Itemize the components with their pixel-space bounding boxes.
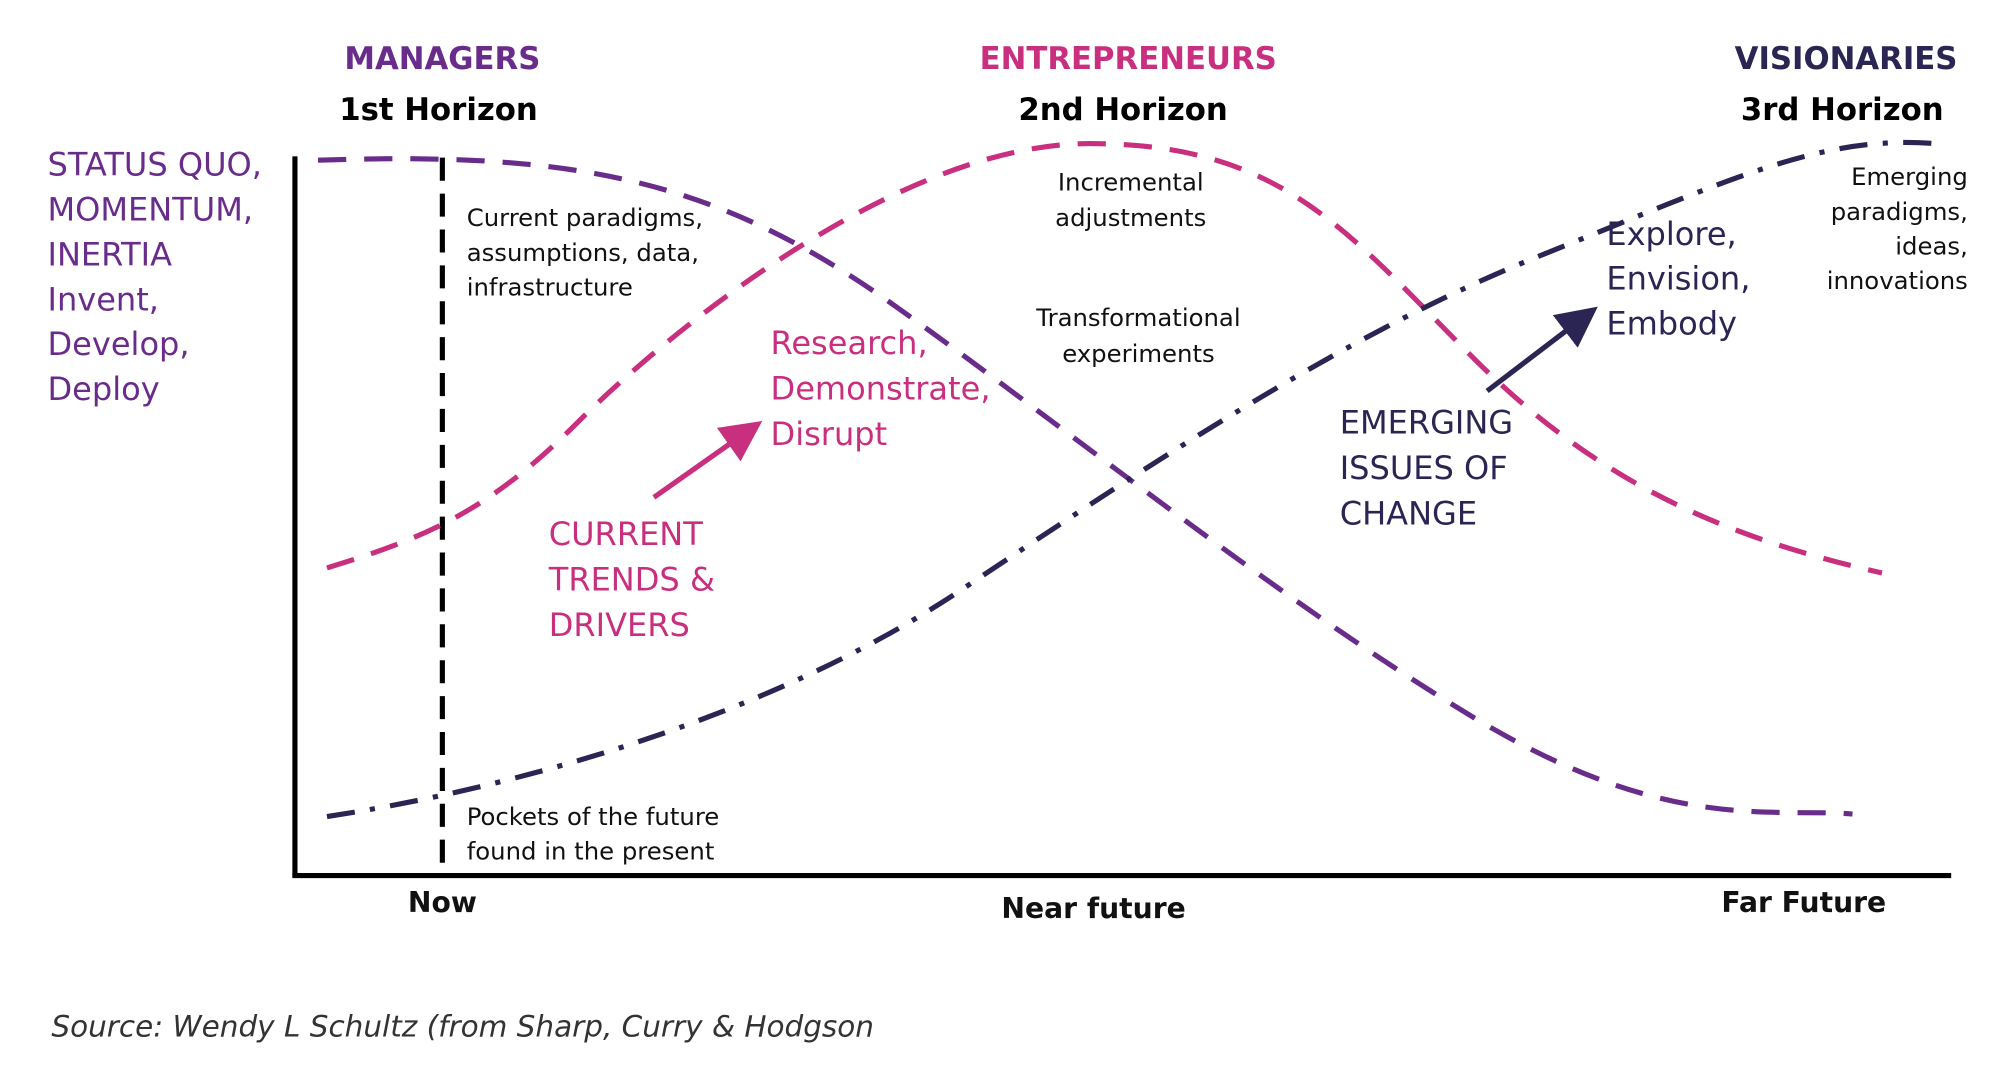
annotation-line: Incremental xyxy=(1058,167,1204,196)
annotation-line: CHANGE xyxy=(1340,494,1477,532)
annotation-line: Disrupt xyxy=(771,415,888,453)
annotation-line: CURRENT xyxy=(549,515,704,553)
horizon: 3rd Horizon xyxy=(1741,92,1944,128)
annotation-line: Invent, xyxy=(48,280,159,318)
annotation-line: found in the present xyxy=(467,836,715,865)
annotation-line: Research, xyxy=(771,324,928,362)
horizon-2-curve xyxy=(326,141,1883,576)
horizon-1-curve xyxy=(317,156,1853,817)
annotation-line: MOMENTUM, xyxy=(48,191,254,229)
annotation-line: ISSUES OF xyxy=(1340,449,1508,487)
role: ENTREPRENEURS xyxy=(980,41,1277,77)
trend-arrow xyxy=(652,420,763,500)
annotation-line: Deploy xyxy=(48,370,160,408)
annotation-line: EMERGING xyxy=(1340,403,1513,441)
annotation-line: Current paradigms, xyxy=(467,203,703,232)
axis-label: Far Future xyxy=(1721,886,1886,919)
annotation-line: innovations xyxy=(1827,266,1968,295)
annotation-line: Explore, xyxy=(1606,215,1736,253)
annotation-line: ideas, xyxy=(1895,231,1968,260)
axis-label: Near future xyxy=(1001,892,1185,925)
annotation-line: paradigms, xyxy=(1831,197,1968,226)
annotation-line: infrastructure xyxy=(467,272,633,301)
annotation-line: Demonstrate, xyxy=(771,369,991,407)
annotation-line: Emerging xyxy=(1851,162,1968,191)
annotation-line: TRENDS & xyxy=(548,560,715,598)
annotation-line: Pockets of the future xyxy=(467,802,720,831)
horizon: 1st Horizon xyxy=(339,92,538,128)
annotation-line: experiments xyxy=(1062,339,1215,368)
annotation-line: Transformational xyxy=(1035,303,1240,332)
annotation-line: Embody xyxy=(1606,305,1737,343)
role: MANAGERS xyxy=(344,41,540,77)
issues-arrow xyxy=(1485,306,1598,394)
horizon-3-curve xyxy=(326,139,1937,820)
annotation-line: DRIVERS xyxy=(549,606,690,644)
annotation-line: adjustments xyxy=(1055,203,1206,232)
annotation-line: INERTIA xyxy=(48,235,173,273)
annotation-line: Develop, xyxy=(48,325,190,363)
role: VISIONARIES xyxy=(1735,41,1958,77)
annotation-line: assumptions, data, xyxy=(467,238,699,267)
axis-label: Now xyxy=(408,886,477,919)
source: Source: Wendy L Schultz (from Sharp, Cur… xyxy=(51,1010,874,1044)
annotation-line: Envision, xyxy=(1606,260,1750,298)
annotation-line: STATUS QUO, xyxy=(48,146,262,184)
horizon: 2nd Horizon xyxy=(1018,92,1227,128)
